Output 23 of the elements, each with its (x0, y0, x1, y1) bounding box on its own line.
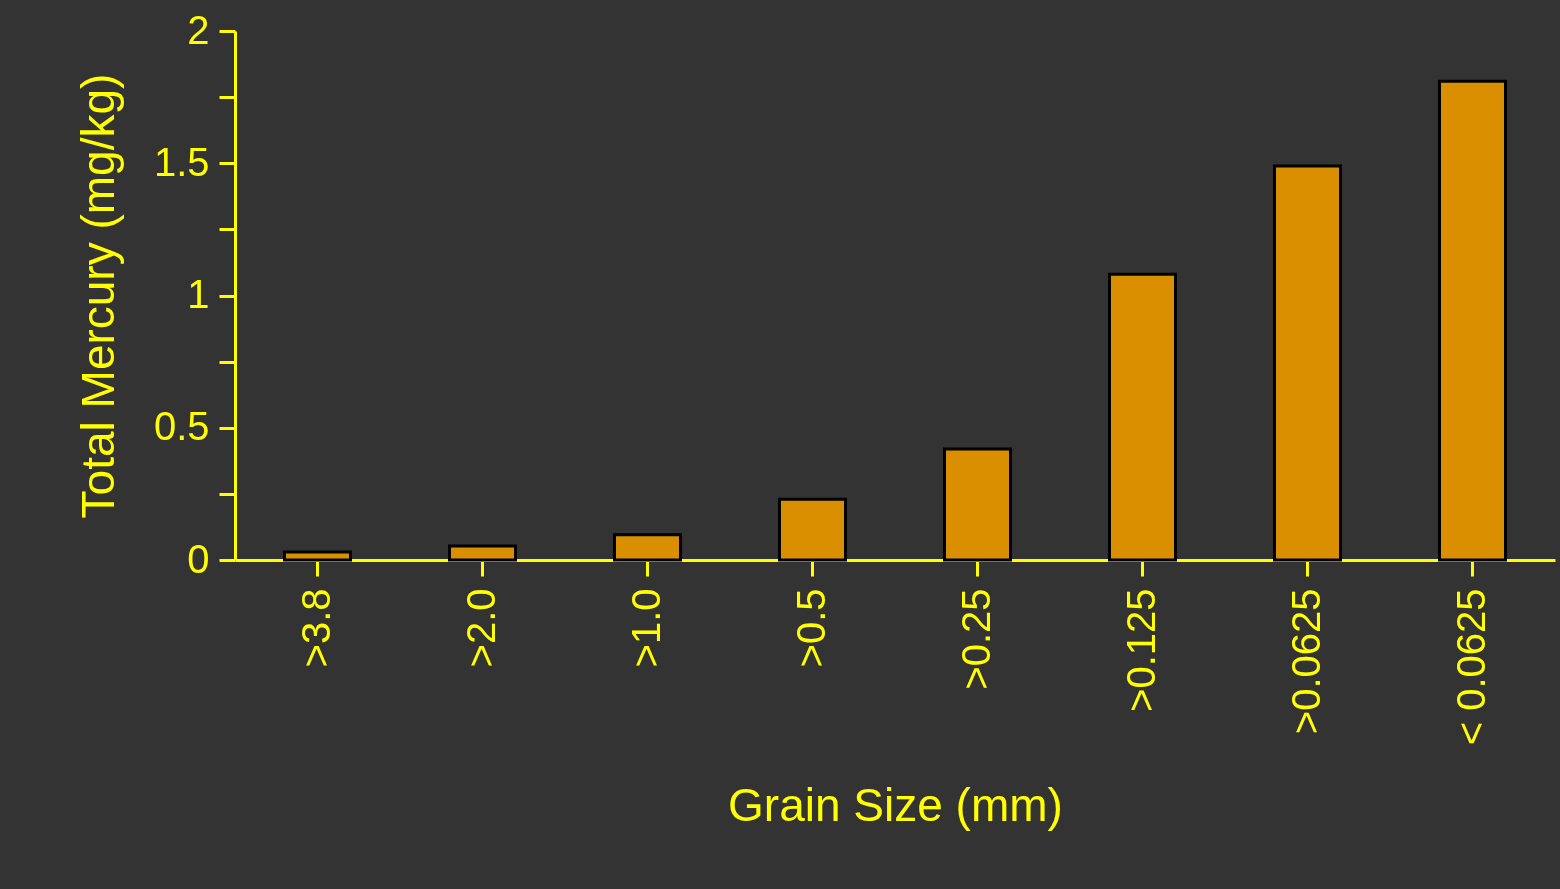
y-tick-label: 1.5 (153, 139, 210, 184)
bar (943, 447, 1012, 562)
x-tick-label: >0.5 (788, 588, 833, 668)
x-tick-label: < 0.0625 (1448, 588, 1493, 746)
y-tick-label: 2 (187, 7, 210, 52)
bar (1273, 164, 1342, 562)
x-axis-title: Grain Size (mm) (728, 779, 1063, 832)
y-tick-label: 0 (187, 536, 210, 581)
x-tick-label: >0.125 (1118, 588, 1163, 712)
x-tick-label: >2.0 (458, 588, 503, 668)
bar (448, 544, 517, 562)
y-tick-label: 1 (187, 272, 210, 316)
bar (1108, 272, 1177, 562)
bar (613, 533, 682, 562)
bar (1438, 79, 1507, 562)
x-tick-label: >1.0 (623, 588, 668, 668)
x-tick-label: >0.25 (953, 588, 998, 690)
bar (778, 497, 847, 562)
y-axis-title: Total Mercury (mg/kg) (71, 73, 124, 519)
x-tick-label: >0.0625 (1283, 588, 1328, 735)
y-tick-label: 0.5 (153, 404, 210, 449)
bar (283, 550, 352, 562)
x-tick-label: >3.8 (293, 588, 338, 668)
